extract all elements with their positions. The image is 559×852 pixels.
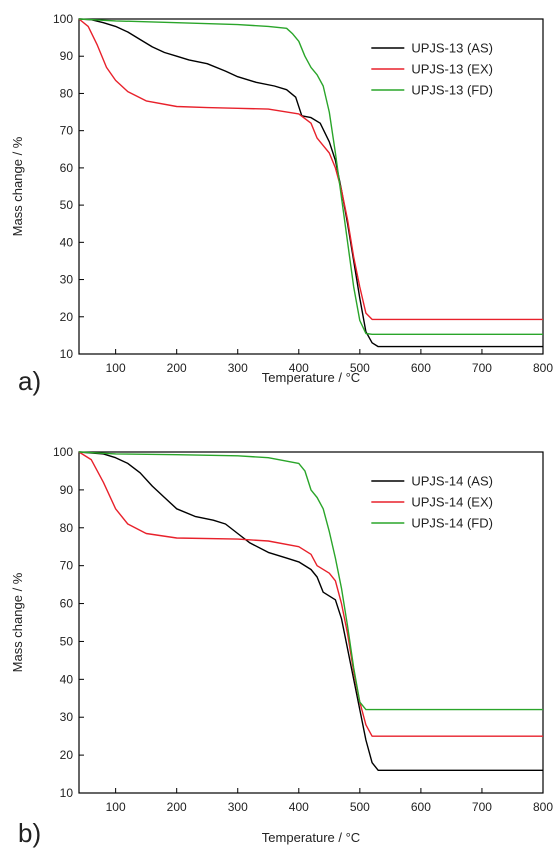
y-tick-label: 10 — [60, 347, 74, 361]
legend-entry: UPJS-14 (FD) — [411, 516, 493, 531]
y-tick-label: 20 — [60, 748, 74, 762]
x-tick-label: 600 — [411, 361, 431, 375]
x-tick-label: 800 — [533, 800, 553, 814]
y-tick-label: 80 — [60, 86, 74, 100]
y-tick-label: 10 — [60, 786, 74, 800]
x-tick-label: 500 — [350, 361, 370, 375]
y-tick-label: 40 — [60, 672, 74, 686]
x-tick-label: 800 — [533, 361, 553, 375]
y-tick-label: 30 — [60, 710, 74, 724]
panel-label: b) — [18, 818, 41, 848]
y-tick-label: 100 — [53, 12, 73, 26]
y-tick-label: 20 — [60, 310, 74, 324]
series-line-as — [78, 18, 543, 348]
legend-entry: UPJS-13 (FD) — [411, 83, 493, 98]
x-axis-label: Temperature / °C — [262, 370, 360, 385]
y-axis-label: Mass change / % — [10, 572, 25, 672]
series-line-ex — [78, 18, 543, 321]
x-tick-label: 200 — [167, 361, 187, 375]
plot-frame — [78, 451, 544, 794]
x-tick-label: 300 — [228, 800, 248, 814]
y-tick-label: 70 — [60, 124, 74, 138]
y-tick-label: 90 — [60, 49, 74, 63]
x-tick-label: 200 — [167, 800, 187, 814]
x-tick-label: 500 — [350, 800, 370, 814]
legend-entry: UPJS-13 (EX) — [411, 62, 493, 77]
chart-panel-a: 100 200 300 400 500 600 700 800 10 20 30 40 50 60 70 80… — [10, 12, 553, 396]
panel-label: a) — [18, 366, 41, 396]
y-tick-label: 40 — [60, 235, 74, 249]
y-axis-label: Mass change / % — [10, 136, 25, 236]
plot-frame — [78, 18, 544, 355]
x-tick-label: 100 — [106, 361, 126, 375]
x-tick-label: 600 — [411, 800, 431, 814]
y-tick-label: 50 — [60, 634, 74, 648]
x-tick-label: 400 — [289, 800, 309, 814]
series-line-fd — [78, 451, 543, 711]
y-tick-label: 50 — [60, 198, 74, 212]
y-tick-label: 30 — [60, 273, 74, 287]
chart-panel-b: 100 200 300 400 500 600 700 800 10 20 30 40 50 60 70 80… — [10, 445, 553, 848]
series-line-as — [78, 451, 543, 771]
x-axis-label: Temperature / °C — [262, 830, 360, 845]
y-tick-label: 70 — [60, 559, 74, 573]
series-line-fd — [78, 18, 543, 335]
x-tick-label: 100 — [106, 800, 126, 814]
legend-entry: UPJS-14 (AS) — [411, 474, 493, 489]
y-tick-label: 90 — [60, 483, 74, 497]
x-tick-label: 700 — [472, 361, 492, 375]
legend-entry: UPJS-14 (EX) — [411, 495, 493, 510]
legend-entry: UPJS-13 (AS) — [411, 41, 493, 56]
y-tick-label: 60 — [60, 597, 74, 611]
y-tick-label: 60 — [60, 161, 74, 175]
y-tick-label: 100 — [53, 445, 73, 459]
series-line-ex — [78, 451, 543, 737]
x-tick-label: 300 — [228, 361, 248, 375]
x-tick-label: 700 — [472, 800, 492, 814]
x-tick-label: 400 — [289, 361, 309, 375]
y-tick-label: 80 — [60, 521, 74, 535]
